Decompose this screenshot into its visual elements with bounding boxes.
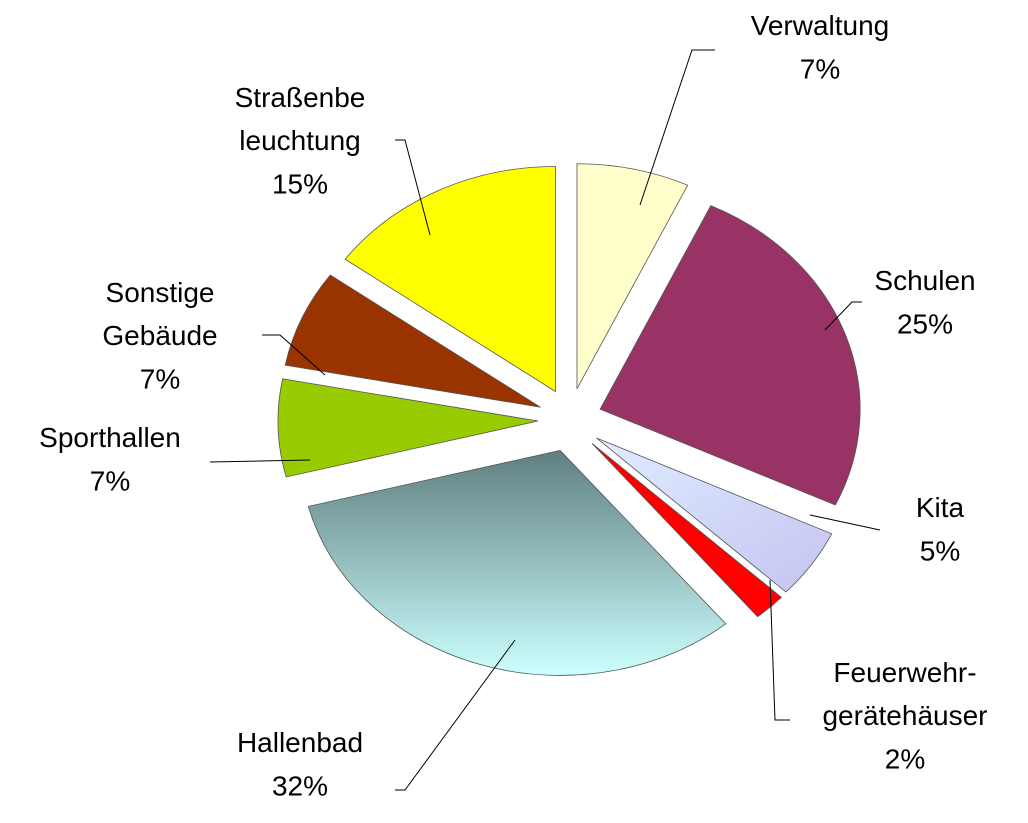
slice-value-label: 15% (272, 168, 328, 199)
pie-slice (599, 205, 861, 506)
leader-line (262, 334, 326, 376)
slice-value-label: 32% (272, 770, 328, 801)
slice-label: Sporthallen (39, 422, 181, 453)
leader-line (824, 301, 862, 331)
slice-label: Sonstige Gebäude (102, 277, 217, 351)
slice-value-label: 7% (800, 53, 840, 84)
slice-value-label: 7% (140, 363, 180, 394)
slice-value-label: 25% (897, 308, 953, 339)
pie-slice (596, 437, 833, 593)
slice-label: Kita (916, 492, 965, 523)
pie-slice (576, 163, 689, 389)
leader-line (395, 139, 431, 236)
slice-label: Straßenbe leuchtung (235, 82, 366, 156)
slice-label: Hallenbad (237, 727, 363, 758)
leader-line (209, 459, 311, 463)
pie-slice (277, 378, 539, 478)
pie-slice (344, 166, 556, 393)
pie-slice (307, 449, 727, 676)
slice-label: Schulen (874, 265, 975, 296)
leader-line (639, 49, 715, 206)
leader-line (769, 579, 790, 721)
slice-value-label: 7% (90, 465, 130, 496)
leader-line (809, 514, 881, 531)
slice-value-label: 5% (920, 535, 960, 566)
slice-value-label: 2% (885, 743, 925, 774)
leader-line (395, 639, 516, 791)
pie-slice (284, 274, 541, 408)
pie-slice (591, 443, 783, 618)
slice-label: Feuerwehr-gerätehäuser (822, 657, 987, 731)
slice-label: Verwaltung (751, 10, 890, 41)
